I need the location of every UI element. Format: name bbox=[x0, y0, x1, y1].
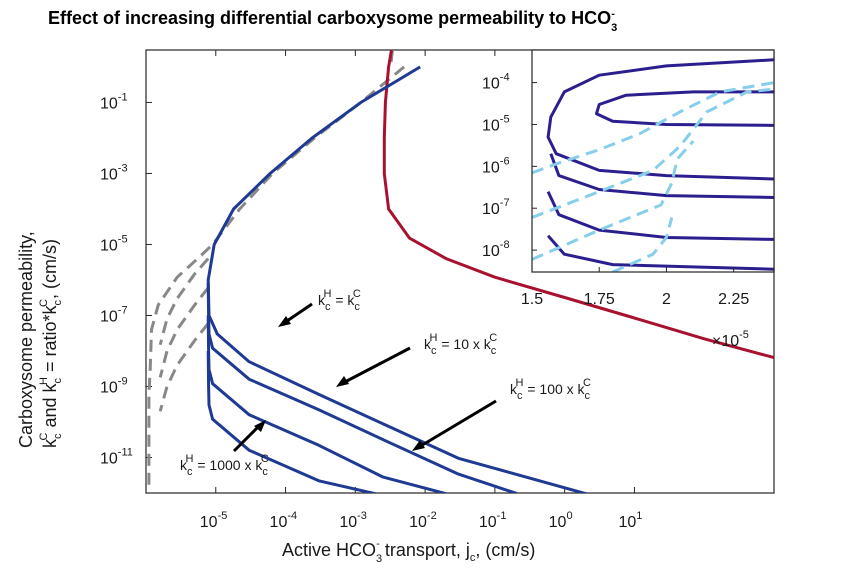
inset-y-tick-label: 10-7 bbox=[482, 197, 510, 218]
chart-title-main: Effect of increasing differential carbox… bbox=[48, 8, 611, 28]
inset-light-series bbox=[532, 81, 774, 175]
annotations: kcH = kcC kcH = 10 x kcC kcH = 100 x kcC… bbox=[180, 288, 591, 478]
inset-axes: 1.5 1.75 2 2.25 10-410-510-610-710-8 ×10-5 bbox=[482, 49, 775, 350]
inset-x-tick-label: 1.5 bbox=[521, 291, 543, 308]
x-tick-label: 101 bbox=[618, 510, 642, 531]
inset-mult-exp: -5 bbox=[739, 329, 749, 341]
gray-dashed-series bbox=[147, 65, 406, 487]
gray-dashed-series bbox=[158, 322, 210, 412]
y-axis-ticks: 10-11 10-9 10-7 10-5 10-3 10-1 bbox=[100, 91, 152, 467]
main-axes: 10-5 10-4 10-3 10-2 10-1 100 101 10-11 10-9 10-7… bbox=[100, 49, 775, 531]
y-axis-label-line1: Carboxysome permeability, bbox=[16, 231, 36, 448]
y-axis-label-line2: kcC and kcH = ratio*kcC, (cm/s) bbox=[38, 239, 64, 448]
chart-title-sup: - bbox=[611, 8, 615, 20]
y-tick-label: 10-7 bbox=[100, 304, 128, 325]
inset-blue-series bbox=[549, 153, 774, 199]
inset-x-multiplier: ×10-5 bbox=[712, 329, 749, 350]
inset-light-series bbox=[612, 217, 674, 272]
y-tick-label: 10-3 bbox=[100, 162, 128, 183]
inset-x-tick-label: 1.75 bbox=[584, 291, 615, 308]
inset-y-ticks: 10-4 10-5 10-6 10-7 10-8 bbox=[482, 72, 537, 260]
y-tick-label: 10-5 bbox=[100, 233, 128, 254]
inset-y-tick-label: 10-8 bbox=[482, 239, 510, 260]
chart-title-sub: 3 bbox=[611, 22, 617, 34]
inset-series bbox=[532, 58, 774, 272]
red-solid-series bbox=[382, 50, 774, 360]
chart-title: Effect of increasing differential carbox… bbox=[48, 8, 617, 34]
inset-x-tick-label: 2.25 bbox=[718, 291, 749, 308]
x-tick-label: 100 bbox=[549, 510, 573, 531]
annotation-ratio-10: kcH = 10 x kcC bbox=[424, 332, 497, 357]
inset-blue-series bbox=[546, 234, 774, 271]
arrow-3 bbox=[412, 399, 497, 451]
inset-mult-base: 10 bbox=[721, 333, 739, 350]
inset-y-tick-label: 10-4 bbox=[482, 72, 510, 93]
gray-dashed-series bbox=[158, 286, 210, 378]
inset-light-series bbox=[532, 140, 695, 261]
x-tick-label: 10-4 bbox=[270, 510, 298, 531]
main-series bbox=[147, 50, 774, 493]
inset-x-ticks: 1.5 1.75 2 2.25 bbox=[521, 267, 749, 308]
inset-y-tick-label: 10-5 bbox=[482, 113, 510, 134]
annotation-ratio-100: kcH = 100 x kcC bbox=[510, 377, 591, 402]
inset-y-tick-label: 10-6 bbox=[482, 155, 510, 176]
y-tick-label: 10-1 bbox=[100, 91, 128, 112]
arrow-4 bbox=[232, 420, 266, 453]
y-tick-label: 10-9 bbox=[100, 375, 128, 396]
arrow-1 bbox=[278, 302, 313, 327]
inset-frame bbox=[531, 49, 775, 273]
annotation-ratio-1: kcH = kcC bbox=[318, 288, 361, 313]
x-tick-label: 10-3 bbox=[339, 510, 367, 531]
inset-blue-series bbox=[546, 58, 774, 181]
gray-dashed-series bbox=[158, 257, 210, 346]
blue-solid-series bbox=[206, 350, 379, 493]
arrow-2 bbox=[336, 346, 411, 387]
y-tick-label: 10-11 bbox=[100, 446, 133, 467]
inset-light-series bbox=[532, 87, 774, 219]
x-tick-label: 10-1 bbox=[479, 510, 507, 531]
annotation-ratio-1000: kcH = 1000 x kcC bbox=[180, 453, 269, 478]
x-tick-label: 10-2 bbox=[409, 510, 437, 531]
x-tick-label: 10-5 bbox=[200, 510, 228, 531]
inset-x-tick-label: 2 bbox=[662, 291, 671, 308]
y-axis-label: Carboxysome permeability, kcC and kcH = … bbox=[16, 231, 64, 448]
inset-mult-times: × bbox=[712, 333, 721, 350]
x-axis-label: Active HCO3- transport, jc, (cm/s) bbox=[282, 538, 535, 565]
